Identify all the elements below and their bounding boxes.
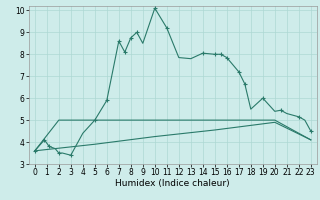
X-axis label: Humidex (Indice chaleur): Humidex (Indice chaleur) bbox=[116, 179, 230, 188]
